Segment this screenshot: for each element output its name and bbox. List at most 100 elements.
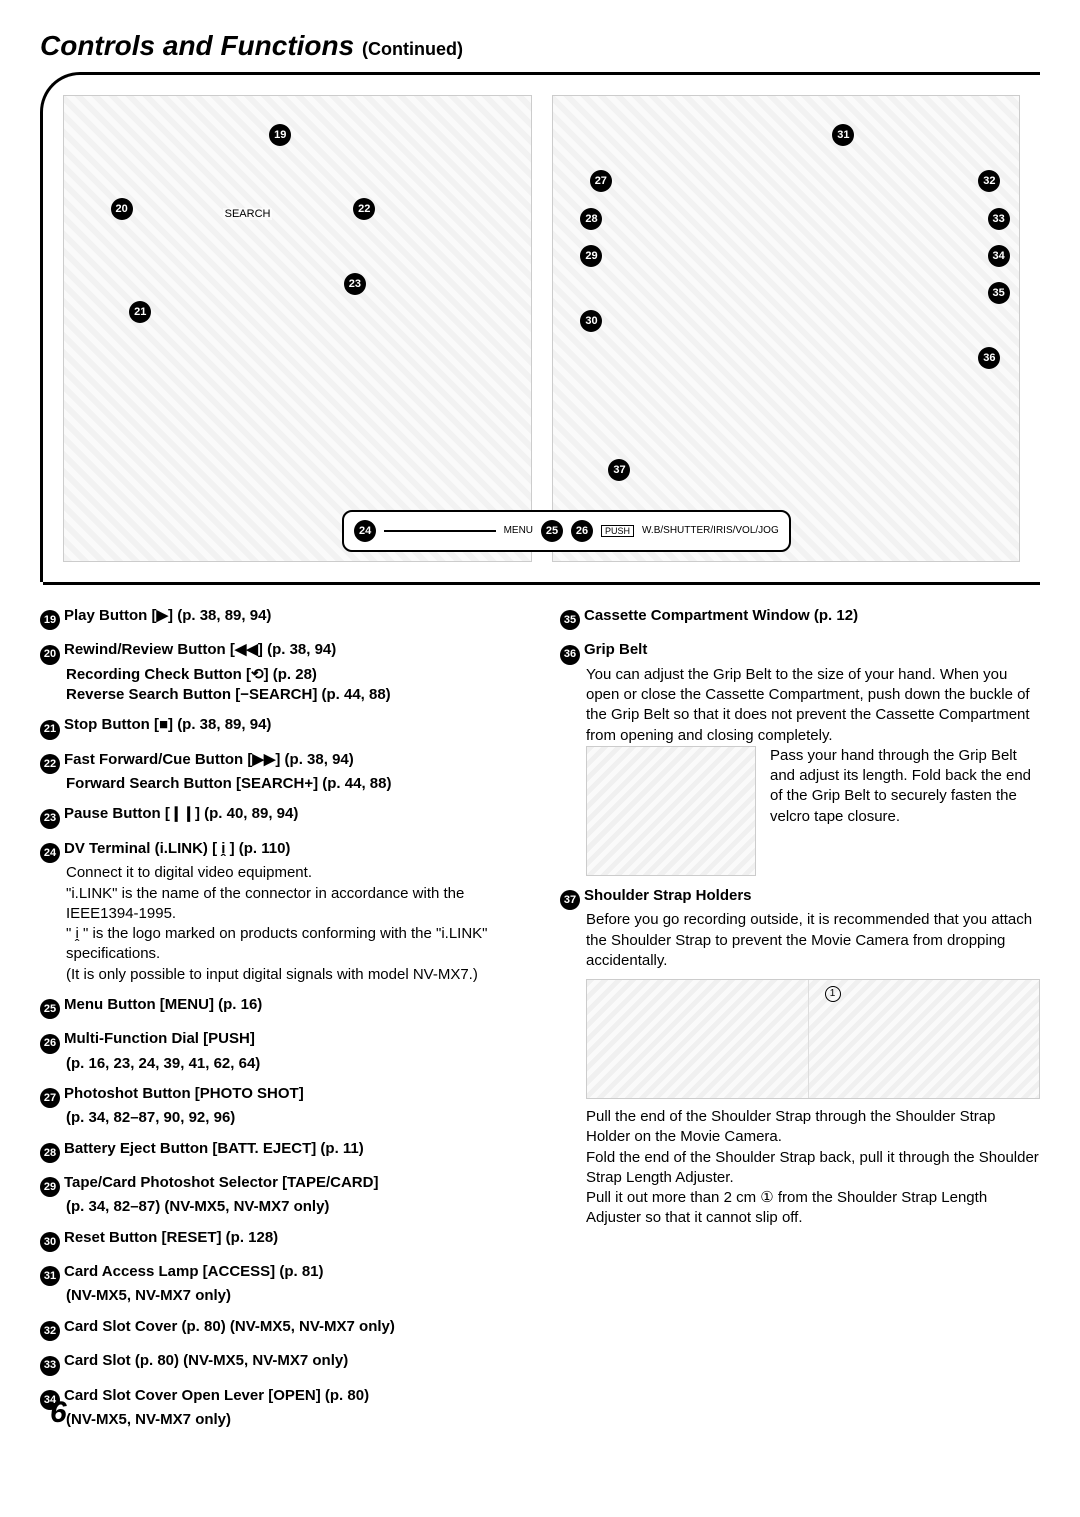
left_items-item-head: 19Play Button [▶] (p. 38, 89, 94) (40, 606, 520, 630)
item-title-text: Card Slot Cover (p. 80) (NV-MX5, NV-MX7 … (64, 1318, 395, 1335)
left_items-item-head: 23Pause Button [❙❙] (p. 40, 89, 94) (40, 804, 520, 828)
item-sub: (NV-MX5, NV-MX7 only) (66, 1286, 520, 1306)
item-number-circle: 28 (40, 1143, 60, 1163)
item-sub: Recording Check Button [⟲] (p. 28) (66, 665, 520, 685)
left_items-item: 30Reset Button [RESET] (p. 128) (40, 1228, 520, 1252)
callout-28: 28 (580, 208, 602, 230)
left_items-item: 29Tape/Card Photoshot Selector [TAPE/CAR… (40, 1173, 520, 1218)
item-title-text: Shoulder Strap Holders (584, 887, 752, 904)
left_items-item-head: 26Multi-Function Dial [PUSH] (40, 1029, 520, 1053)
item-body: Connect it to digital video equipment. (66, 863, 520, 883)
jog-label: W.B/SHUTTER/IRIS/VOL/JOG (642, 525, 779, 536)
grip-belt-inset: Pass your hand through the Grip Belt and… (586, 746, 1040, 876)
item-title-text: Reset Button [RESET] (p. 128) (64, 1229, 278, 1246)
left_items-item: 22Fast Forward/Cue Button [▶▶] (p. 38, 9… (40, 750, 520, 795)
item-number-circle: 26 (40, 1034, 60, 1054)
grip-belt-text: Pass your hand through the Grip Belt and… (770, 746, 1040, 876)
item-number-circle: 35 (560, 610, 580, 630)
callout-32: 32 (978, 170, 1000, 192)
page-title: Controls and Functions (Continued) (40, 30, 1040, 62)
left_items-item-head: 22Fast Forward/Cue Button [▶▶] (p. 38, 9… (40, 750, 520, 774)
menu-label: MENU (504, 525, 533, 536)
item-title-text: Card Slot (p. 80) (NV-MX5, NV-MX7 only) (64, 1352, 348, 1369)
item-sub: (p. 16, 23, 24, 39, 41, 62, 64) (66, 1054, 520, 1074)
left_items-item: 25Menu Button [MENU] (p. 16) (40, 995, 520, 1019)
left_items-item: 23Pause Button [❙❙] (p. 40, 89, 94) (40, 804, 520, 828)
diagram-left: SEARCH 19 20 21 22 23 (63, 95, 532, 562)
item-sub: (NV-MX5, NV-MX7 only) (66, 1410, 520, 1430)
item-sub: Reverse Search Button [−SEARCH] (p. 44, … (66, 685, 520, 705)
item-title-text: Tape/Card Photoshot Selector [TAPE/CARD] (64, 1174, 378, 1191)
left_items-item: 33Card Slot (p. 80) (NV-MX5, NV-MX7 only… (40, 1351, 520, 1375)
item-title-text: Pause Button [❙❙] (p. 40, 89, 94) (64, 805, 298, 822)
left_items-item-head: 21Stop Button [■] (p. 38, 89, 94) (40, 715, 520, 739)
callout-25: 25 (541, 520, 563, 542)
title-text: Controls and Functions (40, 30, 354, 61)
item-sub: Forward Search Button [SEARCH+] (p. 44, … (66, 774, 520, 794)
sub-controls-panel: 24 MENU 25 26 PUSH W.B/SHUTTER/IRIS/VOL/… (342, 510, 791, 552)
item-after: Fold the end of the Shoulder Strap back,… (586, 1148, 1040, 1189)
left-column: 19Play Button [▶] (p. 38, 89, 94) 20Rewin… (40, 606, 520, 1440)
callout-37: 37 (608, 459, 630, 481)
item-sub: (p. 34, 82–87, 90, 92, 96) (66, 1108, 520, 1128)
shoulder-strap-diagram: 1 (586, 979, 1040, 1099)
right_items-item-head: 36Grip Belt (560, 640, 1040, 664)
left_items-item-head: 34Card Slot Cover Open Lever [OPEN] (p. … (40, 1386, 520, 1410)
left_items-item-head: 29Tape/Card Photoshot Selector [TAPE/CAR… (40, 1173, 520, 1197)
left_items-item: 21Stop Button [■] (p. 38, 89, 94) (40, 715, 520, 739)
item-number-circle: 22 (40, 754, 60, 774)
right-column: 35Cassette Compartment Window (p. 12) 36G… (560, 606, 1040, 1440)
callout-26: 26 (571, 520, 593, 542)
callout-33: 33 (988, 208, 1010, 230)
item-number-circle: 37 (560, 890, 580, 910)
item-body: You can adjust the Grip Belt to the size… (586, 665, 1040, 746)
item-number-circle: 33 (40, 1356, 60, 1376)
item-after: Pull the end of the Shoulder Strap throu… (586, 1107, 1040, 1148)
callout-29: 29 (580, 245, 602, 267)
item-after: Pull it out more than 2 cm ① from the Sh… (586, 1188, 1040, 1229)
item-number-circle: 32 (40, 1321, 60, 1341)
item-number-circle: 24 (40, 843, 60, 863)
item-number-circle: 21 (40, 720, 60, 740)
figure-frame: SEARCH 19 20 21 22 23 27 28 29 30 31 32 … (40, 72, 1040, 582)
right_items-item: 36Grip BeltYou can adjust the Grip Belt … (560, 640, 1040, 875)
push-label: PUSH (601, 525, 634, 537)
left_items-item: 20Rewind/Review Button [◀◀] (p. 38, 94)R… (40, 640, 520, 705)
item-title-text: Card Access Lamp [ACCESS] (p. 81) (64, 1263, 324, 1280)
left_items-item: 34Card Slot Cover Open Lever [OPEN] (p. … (40, 1386, 520, 1431)
item-number-circle: 25 (40, 999, 60, 1019)
item-title-text: Grip Belt (584, 641, 647, 658)
callout-31: 31 (832, 124, 854, 146)
left_items-item-head: 31Card Access Lamp [ACCESS] (p. 81) (40, 1262, 520, 1286)
item-title-text: Battery Eject Button [BATT. EJECT] (p. 1… (64, 1140, 364, 1157)
callout-19: 19 (269, 124, 291, 146)
item-number-circle: 19 (40, 610, 60, 630)
callout-24: 24 (354, 520, 376, 542)
right_items-item-head: 35Cassette Compartment Window (p. 12) (560, 606, 1040, 630)
left_items-item-head: 25Menu Button [MENU] (p. 16) (40, 995, 520, 1019)
search-label: SEARCH (223, 208, 273, 220)
item-title-text: Cassette Compartment Window (p. 12) (584, 607, 858, 624)
left_items-item-head: 30Reset Button [RESET] (p. 128) (40, 1228, 520, 1252)
left_items-item: 32Card Slot Cover (p. 80) (NV-MX5, NV-MX… (40, 1317, 520, 1341)
left_items-item: 24DV Terminal (i.LINK) [ i̭ ] (p. 110)Co… (40, 839, 520, 985)
left_items-item-head: 24DV Terminal (i.LINK) [ i̭ ] (p. 110) (40, 839, 520, 863)
left_items-item-head: 28Battery Eject Button [BATT. EJECT] (p.… (40, 1139, 520, 1163)
callout-21: 21 (129, 301, 151, 323)
circled-one-marker: 1 (825, 986, 841, 1002)
item-title-text: Fast Forward/Cue Button [▶▶] (p. 38, 94) (64, 751, 354, 768)
item-number-circle: 31 (40, 1266, 60, 1286)
diagram-right: 27 28 29 30 31 32 33 34 35 36 37 (552, 95, 1021, 562)
item-title-text: Stop Button [■] (p. 38, 89, 94) (64, 716, 271, 733)
item-title-text: Multi-Function Dial [PUSH] (64, 1030, 255, 1047)
right_items-item: 37Shoulder Strap HoldersBefore you go re… (560, 886, 1040, 1229)
item-title-text: Rewind/Review Button [◀◀] (p. 38, 94) (64, 641, 336, 658)
callout-23: 23 (344, 273, 366, 295)
callout-35: 35 (988, 282, 1010, 304)
callout-34: 34 (988, 245, 1010, 267)
item-body: " i̭ " is the logo marked on products co… (66, 924, 520, 965)
callout-22: 22 (353, 198, 375, 220)
item-title-text: DV Terminal (i.LINK) [ i̭ ] (p. 110) (64, 840, 290, 857)
callout-36: 36 (978, 347, 1000, 369)
left_items-item: 26Multi-Function Dial [PUSH](p. 16, 23, … (40, 1029, 520, 1074)
